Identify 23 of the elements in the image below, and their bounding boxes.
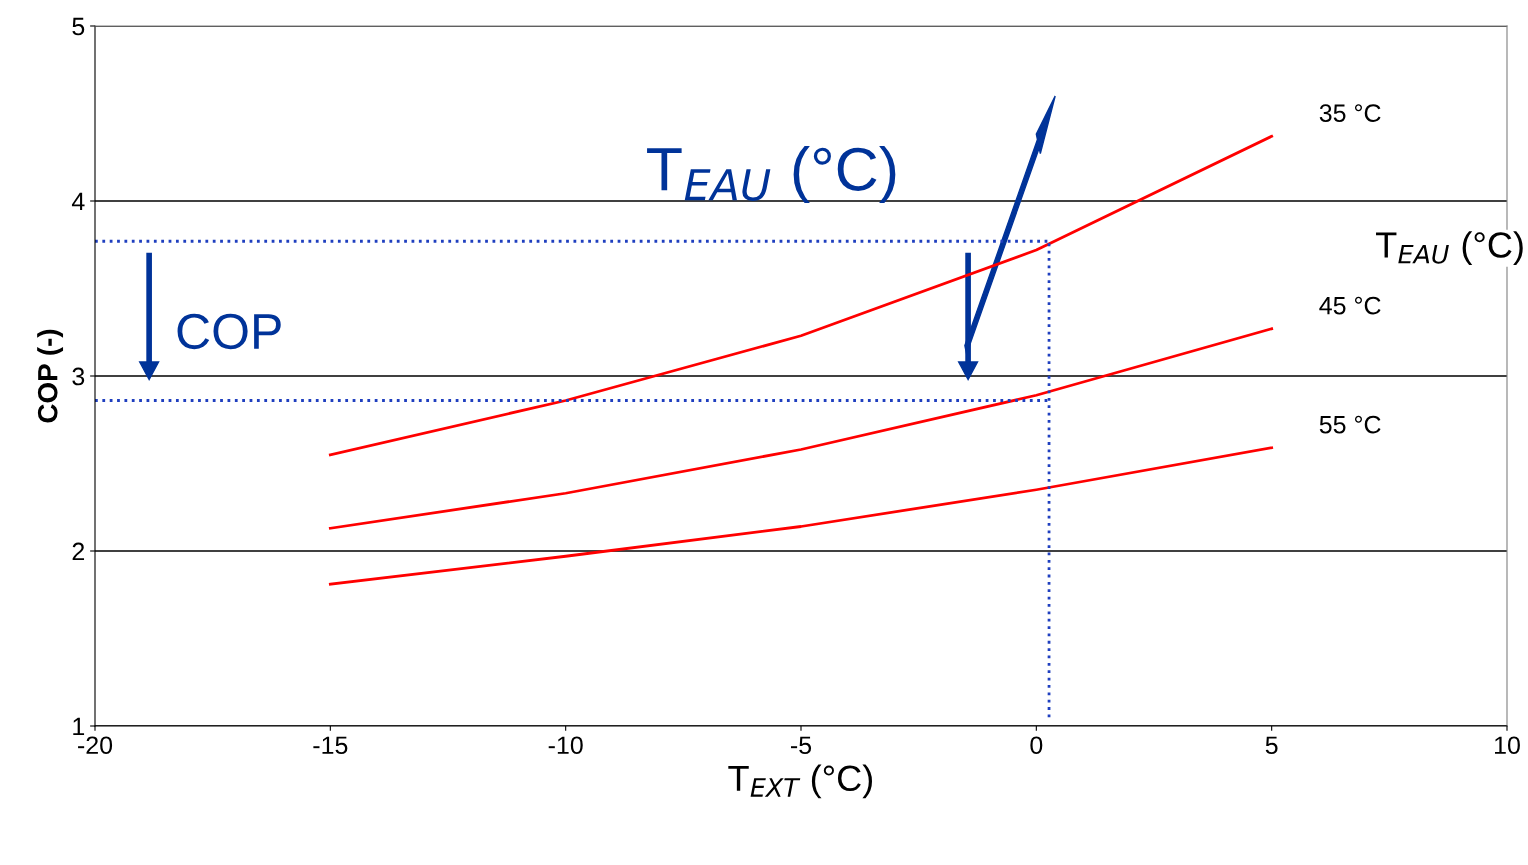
text: 55 °C (1319, 415, 1381, 434)
x-tick-label: -20 (78, 736, 113, 755)
line-series (328, 446, 1274, 586)
x-tick-label: 0 (1030, 736, 1043, 755)
y-tick-label: 5 (72, 17, 85, 36)
x-axis-title: T$_{EXT}$ (°C) (728, 764, 872, 799)
x-tick-label: 5 (1265, 736, 1278, 755)
line-series (328, 134, 1274, 457)
line-series (328, 327, 1274, 530)
text: 35 °C (1319, 104, 1381, 122)
annotation: T$_{EAU}$ (°C) (647, 146, 896, 203)
annotation: T$_{EAU}$ (°C) (1376, 231, 1523, 265)
y-tick-label: 3 (72, 367, 85, 386)
y-axis-title: COP (-) (37, 329, 64, 423)
y-tick-label: 2 (72, 542, 85, 561)
y-tick-label: 1 (73, 717, 85, 736)
x-tick-label: 10 (1495, 736, 1520, 755)
x-tick-label: -5 (791, 736, 812, 755)
annotation: COP (177, 313, 281, 350)
x-tick-label: -15 (313, 736, 348, 755)
series-label: 45 °C (1319, 296, 1381, 315)
y-tick-label: 4 (71, 192, 85, 211)
x-tick-label: -10 (548, 736, 583, 755)
